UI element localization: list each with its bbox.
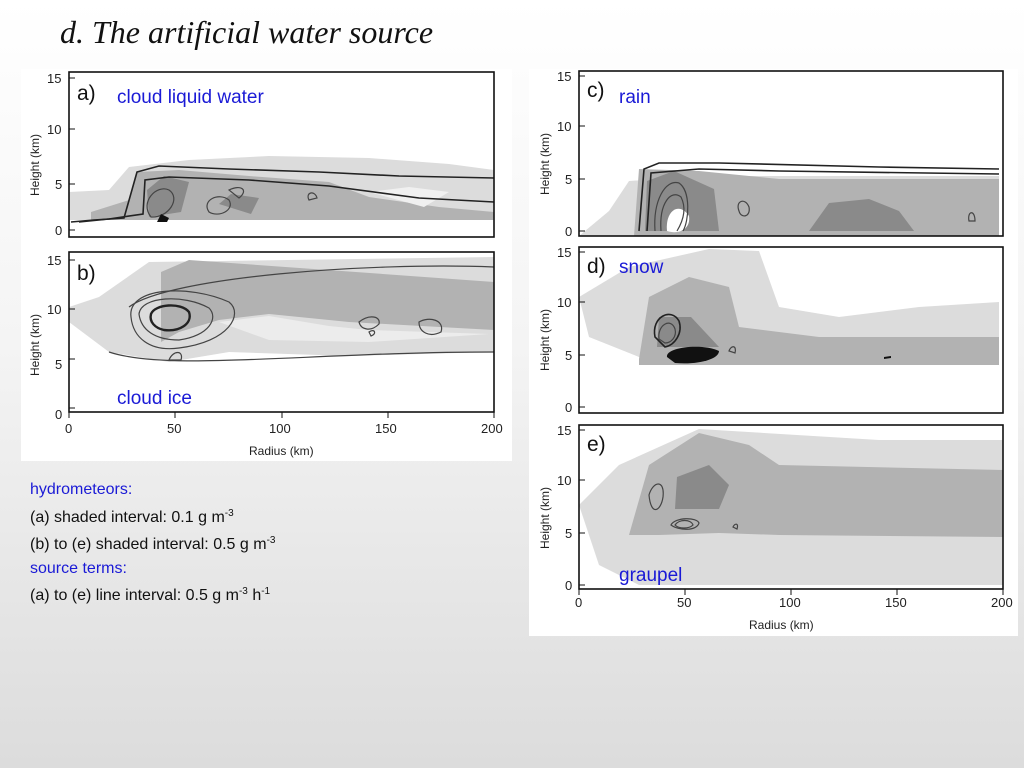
panel-b-xtick-100: 100 (269, 421, 291, 436)
panel-b-xtick-200: 200 (481, 421, 503, 436)
panel-a-y-axis: 0 5 10 15 Height (km) (28, 71, 75, 238)
panel-d-contours (653, 313, 891, 364)
panel-b-ytick-15: 15 (47, 253, 61, 268)
panel-e-letter: e) (587, 433, 606, 456)
panel-c-ytick-0: 0 (565, 224, 572, 239)
panel-a-ytick-10: 10 (47, 122, 61, 137)
panel-a-ytick-5: 5 (55, 177, 62, 192)
panel-b-xtick-0: 0 (65, 421, 72, 436)
panel-d-ytick-15: 15 (557, 245, 571, 260)
panel-e-xtick-150: 150 (885, 595, 907, 610)
panel-a-contours (70, 165, 495, 223)
panel-d-y-label: Height (km) (538, 309, 552, 371)
panel-c-letter: c) (587, 79, 605, 102)
panel-a-ytick-15: 15 (47, 71, 61, 86)
panel-e: e) graupel 0 5 10 15 Height (km) 0 5 (538, 423, 1013, 632)
caption-line-a-to-e: (a) to (e) line interval: 0.5 g m-3 h-1 (30, 586, 271, 604)
panel-e-ytick-10: 10 (557, 473, 571, 488)
panel-d-frame (578, 246, 1004, 414)
panel-c-ytick-15: 15 (557, 69, 571, 84)
panel-e-species-label: graupel (619, 565, 682, 586)
panel-b-contours (108, 265, 495, 362)
panel-c-ytick-10: 10 (557, 119, 571, 134)
panel-c-ytick-5: 5 (565, 172, 572, 187)
slide-title: d. The artificial water source (60, 14, 434, 50)
panel-c-frame (578, 70, 1004, 237)
panel-c-contours (638, 162, 1000, 232)
panel-d-species-label: snow (619, 257, 664, 278)
caption-line-b-to-e: (b) to (e) shaded interval: 0.5 g m-3 (30, 535, 276, 553)
panel-b-xtick-150: 150 (375, 421, 397, 436)
panel-b-shading (69, 257, 494, 362)
panel-d-letter: d) (587, 255, 606, 278)
panel-c: c) rain 0 5 10 15 Height (km) (538, 69, 1004, 239)
panel-e-y-label: Height (km) (538, 487, 552, 549)
right-figure: c) rain 0 5 10 15 Height (km) (529, 69, 1018, 636)
panel-e-shading (579, 429, 1003, 585)
panel-b-ytick-5: 5 (55, 357, 62, 372)
caption-source-heading: source terms: (30, 559, 127, 577)
panel-b-x-axis: 0 50 100 150 200 Radius (km) (65, 412, 503, 458)
panel-b-y-label: Height (km) (28, 314, 42, 376)
caption: hydrometeors: (a) shaded interval: 0.1 g… (30, 478, 275, 608)
panel-e-x-axis: 0 50 100 150 200 Radius (km) (575, 589, 1013, 632)
panel-a-frame (68, 71, 495, 238)
panel-a-species-label: cloud liquid water (117, 87, 264, 108)
panel-b-xtick-50: 50 (167, 421, 181, 436)
panel-e-x-label: Radius (km) (749, 618, 814, 632)
caption-hydrometeors-heading: hydrometeors: (30, 481, 133, 498)
panel-d: d) snow 0 5 10 15 Height (km) (538, 245, 1004, 415)
left-figure: a) cloud liquid water 0 5 10 15 Height (… (21, 69, 512, 461)
panel-b-letter: b) (77, 262, 96, 285)
panel-a-letter: a) (77, 82, 96, 105)
panel-e-contours (648, 483, 739, 530)
panel-a-shading (69, 156, 494, 220)
panel-a-y-label: Height (km) (28, 134, 42, 196)
panel-e-ytick-0: 0 (565, 578, 572, 593)
panel-e-xtick-0: 0 (575, 595, 582, 610)
panel-b-x-label: Radius (km) (249, 444, 314, 458)
panel-d-ytick-10: 10 (557, 295, 571, 310)
panel-c-y-label: Height (km) (538, 133, 552, 195)
panel-a: a) cloud liquid water 0 5 10 15 Height (… (28, 71, 495, 238)
panel-d-ytick-0: 0 (565, 400, 572, 415)
panel-b: b) cloud ice 0 5 10 15 Height (km) 0 (28, 251, 503, 458)
panel-e-xtick-200: 200 (991, 595, 1013, 610)
panel-e-xtick-50: 50 (677, 595, 691, 610)
panel-b-y-axis: 0 5 10 15 Height (km) (28, 253, 75, 422)
panel-d-ytick-5: 5 (565, 348, 572, 363)
panel-a-ytick-0: 0 (55, 223, 62, 238)
panel-b-ytick-10: 10 (47, 302, 61, 317)
panel-e-ytick-15: 15 (557, 423, 571, 438)
caption-line-a: (a) shaded interval: 0.1 g m-3 (30, 507, 234, 526)
panel-c-y-axis: 0 5 10 15 Height (km) (538, 69, 585, 239)
panel-b-ytick-0: 0 (55, 407, 62, 422)
panel-b-species-label: cloud ice (117, 388, 192, 409)
panel-e-xtick-100: 100 (779, 595, 801, 610)
panel-d-y-axis: 0 5 10 15 Height (km) (538, 245, 585, 415)
panel-e-y-axis: 0 5 10 15 Height (km) (538, 423, 585, 593)
panel-c-species-label: rain (619, 87, 651, 108)
panel-e-ytick-5: 5 (565, 526, 572, 541)
